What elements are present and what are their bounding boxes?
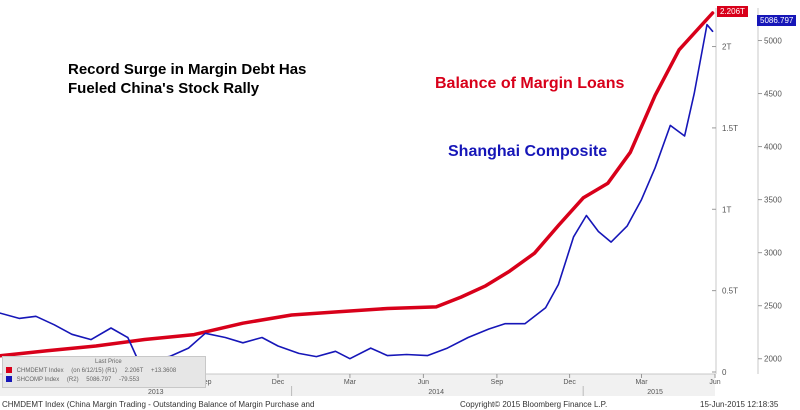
legend-series-name: SHCOMP Index xyxy=(16,377,60,383)
margin-loans-line xyxy=(0,11,715,358)
legend-last-price: 5086.797 xyxy=(86,377,112,383)
x-tick-label: Dec xyxy=(563,379,576,386)
y1-tick-label: 0.5T xyxy=(722,287,738,296)
x-tick-label: Jun xyxy=(709,379,720,386)
shanghai-composite-series-label: Shanghai Composite xyxy=(448,143,608,160)
y1-tick-label: 2T xyxy=(722,43,731,52)
timestamp: 15-Jun-2015 12:18:35 xyxy=(700,400,779,409)
y1-tick-label: 0 xyxy=(722,368,727,377)
shanghai-composite-line xyxy=(0,23,714,365)
x-year-label: 2014 xyxy=(428,389,444,396)
legend-row-margin: CHMDEMT Index (on 6/12/15) (R1) 2.206T +… xyxy=(6,367,182,375)
legend-last-price: 2.206T xyxy=(124,368,144,374)
y1-tick-label: 1.5T xyxy=(722,124,738,133)
y2-tick-label: 4500 xyxy=(764,90,782,99)
y2-tick-label: 5000 xyxy=(764,37,782,46)
legend-change: -79.553 xyxy=(118,377,140,383)
chart-title-line-2: Fueled China's Stock Rally xyxy=(68,80,260,97)
x-tick-label: Jun xyxy=(418,379,429,386)
legend-series-detail: (on 6/12/15) (R1) xyxy=(71,368,117,374)
y2-tick-label: 3000 xyxy=(764,249,782,258)
y2-tick-label: 4000 xyxy=(764,143,782,152)
legend-series-name: CHMDEMT Index xyxy=(16,368,64,374)
x-tick-label: Mar xyxy=(344,379,357,386)
chart-title: Record Surge in Margin Debt Has Fueled C… xyxy=(68,60,368,98)
y2-tick-label: 2000 xyxy=(764,355,782,364)
x-tick-label: Dec xyxy=(272,379,285,386)
x-tick-label: Mar xyxy=(635,379,648,386)
legend-series-detail: (R2) xyxy=(66,377,79,383)
y2-tick-label: 2500 xyxy=(764,302,782,311)
series-lines xyxy=(0,11,715,365)
legend: Last Price CHMDEMT Index (on 6/12/15) (R… xyxy=(2,356,206,388)
copyright: Copyright© 2015 Bloomberg Finance L.P. xyxy=(460,400,608,409)
legend-swatch-blue xyxy=(6,376,12,383)
y2-tick-label: 3500 xyxy=(764,196,782,205)
legend-swatch-red xyxy=(6,367,12,374)
legend-header: Last Price xyxy=(95,359,122,365)
chart-title-line-1: Record Surge in Margin Debt Has xyxy=(68,61,307,78)
x-tick-label: Sep xyxy=(491,379,504,386)
legend-change: +13.3608 xyxy=(150,368,177,374)
shanghai-last-value-tag: 5086.797 xyxy=(757,15,797,26)
x-year-label: 2013 xyxy=(148,389,164,396)
x-year-label: 2015 xyxy=(647,389,663,396)
y1-tick-label: 1T xyxy=(722,205,731,214)
legend-row-shanghai: SHCOMP Index (R2) 5086.797 -79.553 xyxy=(6,376,145,384)
margin-loans-series-label: Balance of Margin Loans xyxy=(435,75,625,92)
index-description: CHMDEMT Index (China Margin Trading - Ou… xyxy=(2,400,315,409)
margin-last-value-tag: 2.206T xyxy=(717,6,748,17)
